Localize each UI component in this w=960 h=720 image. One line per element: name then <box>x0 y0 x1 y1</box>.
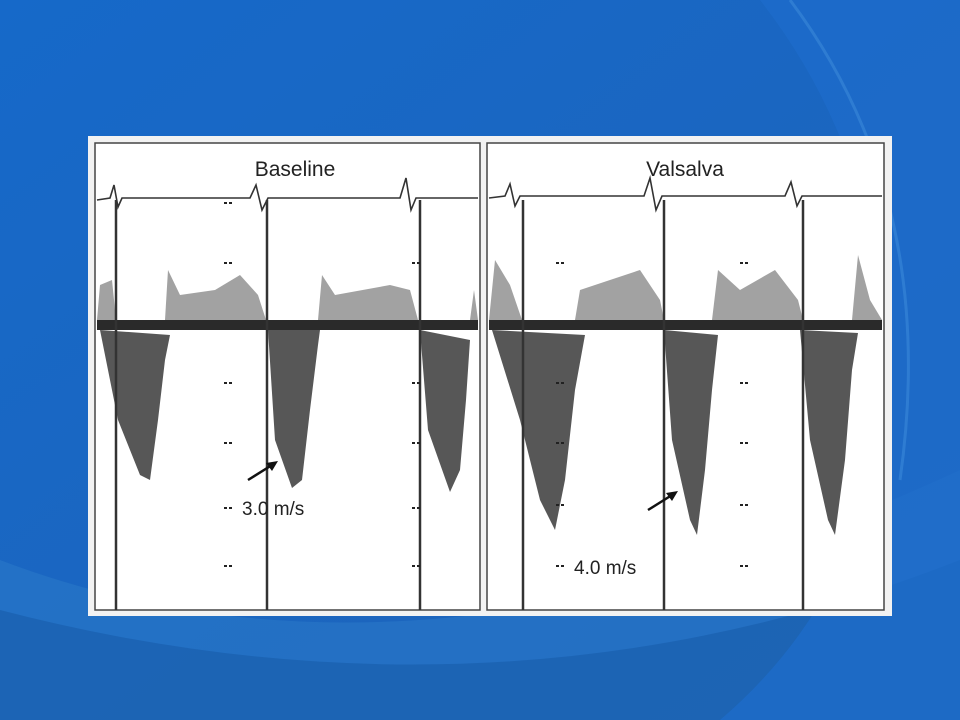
panel-title: Baseline <box>255 158 336 181</box>
velocity-label: 3.0 m/s <box>242 499 304 520</box>
velocity-label: 4.0 m/s <box>574 558 636 579</box>
panel-title: Valsalva <box>646 158 724 181</box>
swoosh <box>720 0 960 720</box>
swoosh <box>0 560 960 720</box>
swoosh-line <box>788 0 910 481</box>
panel-valsalva: Valsalva 4.0 m/s <box>486 142 885 611</box>
panel-baseline: Baseline 3.0 m/s <box>94 142 481 611</box>
